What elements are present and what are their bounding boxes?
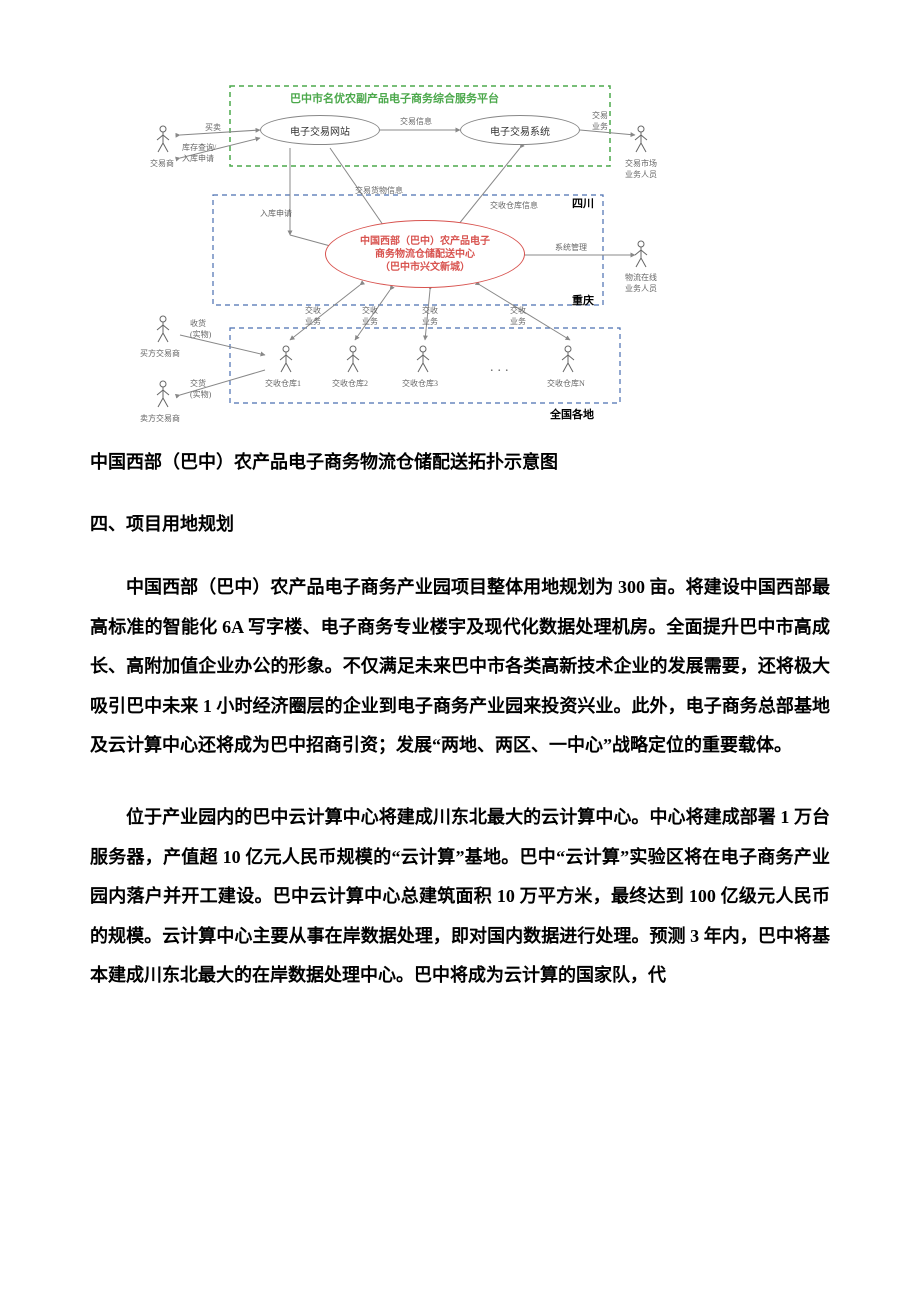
edge-whinfo: 交收仓库信息 — [490, 200, 538, 211]
label-wh2: 交收仓库2 — [332, 378, 368, 389]
person-icon — [278, 345, 294, 373]
edge-biz2: 交收 业务 — [362, 305, 378, 327]
edge-tradebiz: 交易 业务 — [592, 110, 608, 132]
edge-biz4: 交收 业务 — [510, 305, 526, 327]
center-l1: 中国西部（巴中）农产品电子 — [360, 235, 490, 248]
node-website: 电子交易网站 — [260, 115, 380, 145]
person-icon — [155, 380, 171, 408]
person-icon — [633, 240, 649, 268]
label-trader: 交易商 — [150, 158, 174, 169]
paragraph-2: 位于产业园内的巴中云计算中心将建成川东北最大的云计算中心。中心将建成部署 1 万… — [90, 798, 830, 996]
node-center: 中国西部（巴中）农产品电子 商务物流仓储配送中心 （巴中市兴文新城） — [325, 220, 525, 288]
paragraph-1: 中国西部（巴中）农产品电子商务产业园项目整体用地规划为 300 亩。将建设中国西… — [90, 568, 830, 766]
edge-inapply: 入库申请 — [260, 208, 292, 219]
label-dots: ... — [490, 360, 513, 376]
section-heading: 四、项目用地规划 — [90, 510, 830, 536]
center-l3: （巴中市兴文新城） — [380, 261, 470, 274]
label-wh1: 交收仓库1 — [265, 378, 301, 389]
label-sichuan: 四川 — [572, 195, 594, 211]
center-l2: 商务物流仓储配送中心 — [375, 248, 475, 261]
platform-title: 巴中市名优农副产品电子商务综合服务平台 — [290, 90, 499, 106]
edge-sysmgmt: 系统管理 — [555, 242, 587, 253]
node-label: 电子交易系统 — [490, 123, 550, 138]
edge-biz1: 交收 业务 — [305, 305, 321, 327]
label-wh3: 交收仓库3 — [402, 378, 438, 389]
edge-goods: 交易货物信息 — [355, 185, 403, 196]
label-chongqing: 重庆 — [572, 292, 594, 308]
label-seller: 卖方交易商 — [140, 413, 180, 424]
label-buyer: 买方交易商 — [140, 348, 180, 359]
node-system: 电子交易系统 — [460, 115, 580, 145]
label-national: 全国各地 — [550, 406, 594, 422]
edge-buysell: 买卖 — [205, 122, 221, 133]
person-icon — [155, 125, 171, 153]
edge-deliver: 交货 (实物) — [190, 378, 211, 400]
diagram-caption: 中国西部（巴中）农产品电子商务物流仓储配送拓扑示意图 — [90, 448, 830, 474]
label-logistics-staff: 物流在线 业务人员 — [625, 272, 657, 294]
edge-tradeinfo: 交易信息 — [400, 116, 432, 127]
edge-stock: 库存查询/ 入库申请 — [182, 142, 216, 164]
label-market-staff: 交易市场 业务人员 — [625, 158, 657, 180]
topology-diagram: 巴中市名优农副产品电子商务综合服务平台 电子交易网站 电子交易系统 中国西部（巴… — [130, 80, 670, 440]
person-icon — [155, 315, 171, 343]
label-whN: 交收仓库N — [547, 378, 585, 389]
person-icon — [633, 125, 649, 153]
person-icon — [415, 345, 431, 373]
node-label: 电子交易网站 — [290, 123, 350, 138]
edge-biz3: 交收 业务 — [422, 305, 438, 327]
edge-receive: 收货 (实物) — [190, 318, 211, 340]
person-icon — [560, 345, 576, 373]
person-icon — [345, 345, 361, 373]
